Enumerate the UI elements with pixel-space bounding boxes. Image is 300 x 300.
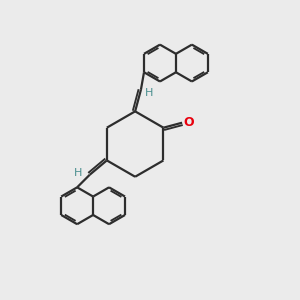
Text: O: O [184,116,194,129]
Text: H: H [145,88,153,98]
Text: H: H [74,168,82,178]
